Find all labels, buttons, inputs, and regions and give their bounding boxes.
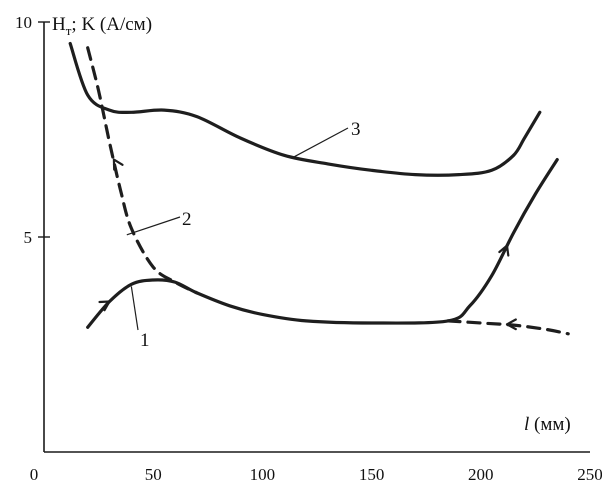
curve-label-3: 3 [351, 119, 361, 140]
x-axis-label-var: l [524, 414, 529, 435]
curve-label-leaders [126, 127, 349, 331]
x-tick-label-200: 200 [468, 465, 494, 484]
x-axis-label: l (мм) [524, 414, 571, 435]
y-axis-label-sub: т [66, 23, 72, 38]
x-tick-label-150: 150 [359, 465, 385, 484]
y-axis-label-rest: ; K (А/см) [71, 14, 152, 35]
curve-2-arrow-tail [505, 318, 517, 331]
series-2-tail-line [446, 319, 570, 336]
y-axis-label: Hт; K (А/см) [52, 14, 152, 38]
x-tick-label-50: 50 [145, 465, 162, 484]
x-tick-label-250: 250 [577, 465, 602, 484]
series-2-line [86, 46, 199, 295]
leader-curve-3 [292, 127, 349, 158]
series-1-line [86, 158, 559, 329]
y-axis-label-main: H [52, 14, 66, 35]
leader-curve-2 [126, 216, 181, 236]
y-tick-label-5: 5 [24, 228, 33, 247]
curve-label-2: 2 [182, 209, 192, 230]
y-tick-label-10: 10 [15, 13, 32, 32]
x-tick-label-0: 0 [30, 465, 39, 484]
series-3-line [68, 41, 542, 177]
leader-curve-1 [130, 286, 139, 331]
curve-label-1: 1 [140, 330, 150, 351]
direction-arrows [98, 158, 517, 331]
curve-1-arrow-end [498, 244, 510, 257]
axis-ticks [38, 21, 50, 238]
tick-labels: 0 50 100 150 200 250 5 10 [15, 13, 602, 484]
x-axis-label-unit: (мм) [529, 414, 570, 435]
series-group [68, 41, 570, 336]
curve-2-arrow-upper [112, 158, 124, 171]
curve-1-arrow-start [98, 300, 111, 312]
x-tick-label-100: 100 [250, 465, 276, 484]
